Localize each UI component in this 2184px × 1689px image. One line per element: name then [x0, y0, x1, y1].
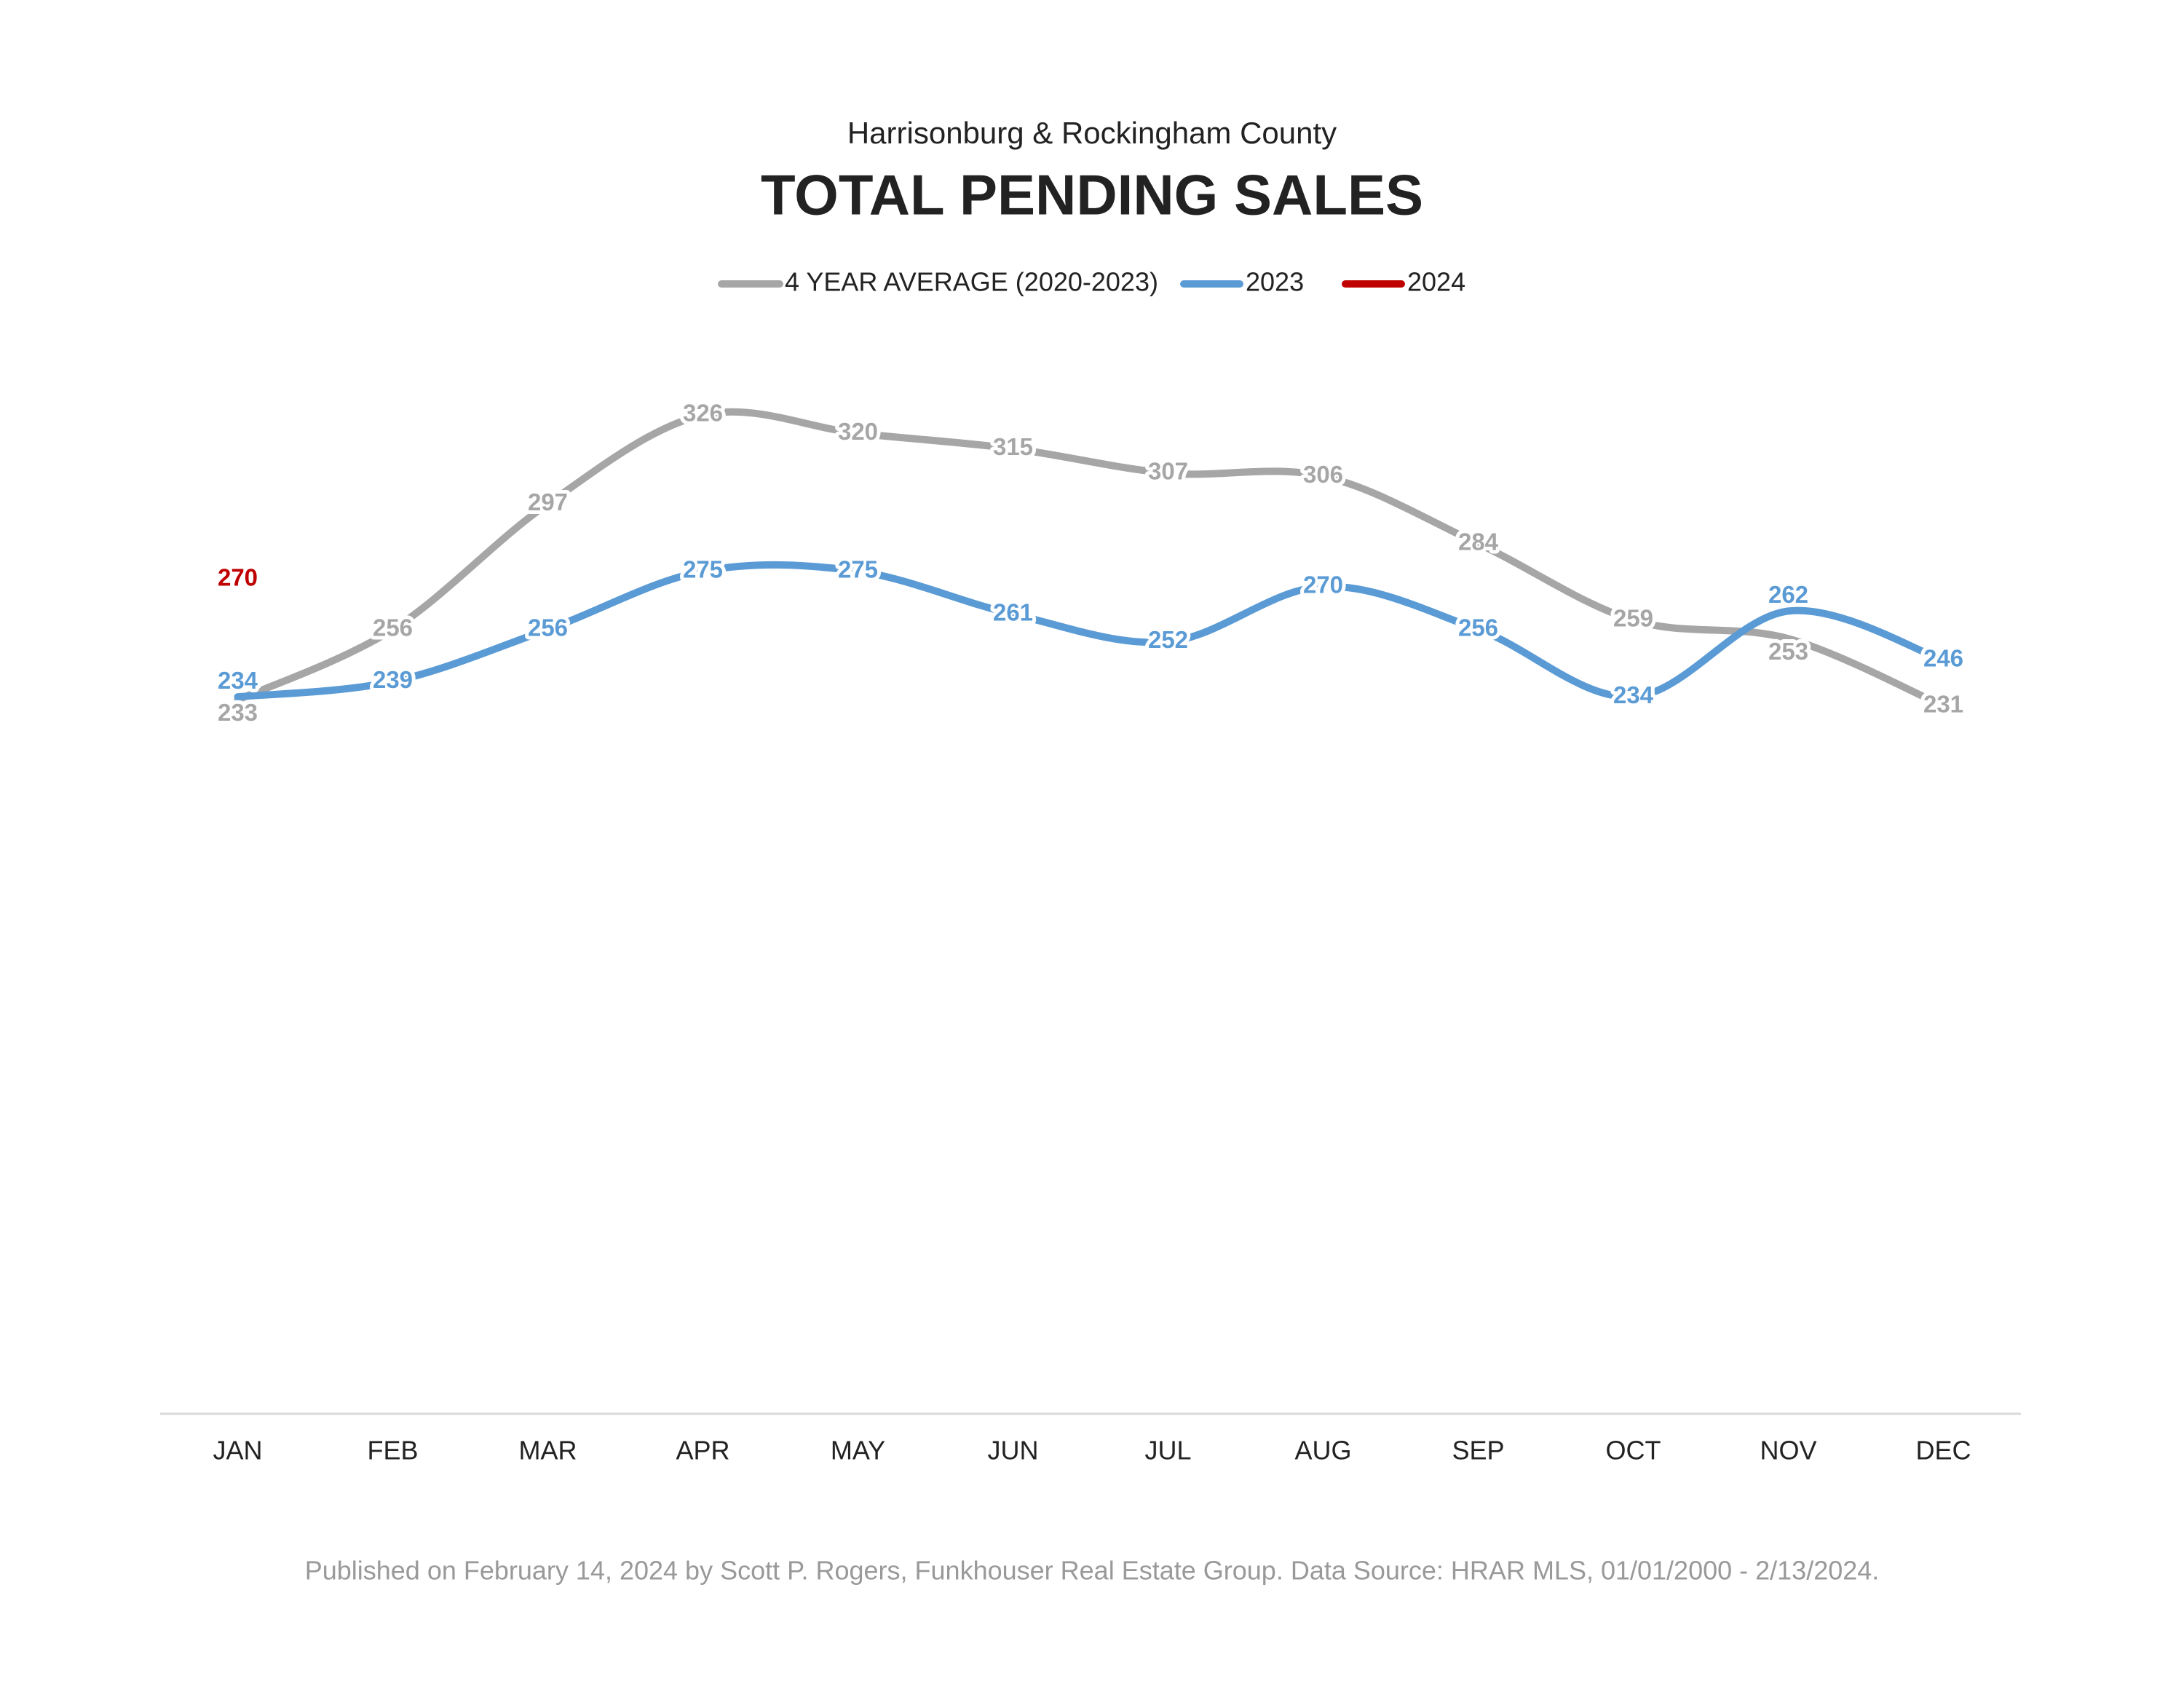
footnote: Published on February 14, 2024 by Scott …	[305, 1556, 1880, 1586]
data-label: 256	[1458, 614, 1498, 641]
data-label: 270	[1303, 571, 1343, 598]
x-tick-label: OCT	[1606, 1436, 1661, 1465]
data-label: 306	[1303, 461, 1343, 488]
legend-label: 4 YEAR AVERAGE (2020-2023)	[785, 267, 1158, 297]
chart-title: TOTAL PENDING SALES	[761, 163, 1423, 227]
data-label: 261	[993, 598, 1033, 625]
series-line	[234, 408, 1947, 710]
chart-subtitle: Harrisonburg & Rockingham County	[847, 116, 1337, 150]
legend-label: 2023	[1246, 267, 1304, 297]
legend-label: 2024	[1407, 267, 1465, 297]
data-label: 275	[838, 555, 878, 582]
data-label: 239	[373, 666, 413, 693]
x-tick-label: APR	[676, 1436, 729, 1465]
data-label: 307	[1148, 458, 1188, 485]
data-label: 320	[838, 418, 878, 445]
x-tick-label: FEB	[367, 1436, 418, 1465]
x-tick-label: JUN	[988, 1436, 1039, 1465]
data-label: 259	[1613, 605, 1653, 632]
x-tick-label: AUG	[1294, 1436, 1351, 1465]
data-label: 315	[993, 433, 1033, 460]
data-label: 275	[683, 555, 723, 582]
data-label: 234	[218, 667, 258, 694]
x-tick-label: MAR	[519, 1436, 577, 1465]
data-label: 231	[1923, 691, 1963, 718]
x-tick-label: MAY	[831, 1436, 885, 1465]
data-label: 256	[528, 614, 568, 641]
series-line	[234, 561, 1947, 701]
data-label: 262	[1768, 581, 1808, 608]
data-label: 246	[1923, 644, 1963, 671]
x-tick-label: DEC	[1915, 1436, 1971, 1465]
data-label: 297	[528, 488, 568, 515]
data-label: 234	[1613, 681, 1654, 708]
data-label: 284	[1458, 528, 1499, 555]
x-tick-label: NOV	[1760, 1436, 1816, 1465]
x-tick-label: JUL	[1144, 1436, 1191, 1465]
data-label: 233	[218, 699, 258, 726]
x-tick-label: JAN	[213, 1436, 262, 1465]
data-label: 252	[1148, 626, 1188, 653]
data-label: 256	[373, 614, 413, 641]
data-label: 326	[683, 400, 723, 427]
data-label: 270	[218, 563, 258, 590]
x-tick-label: SEP	[1452, 1436, 1504, 1465]
data-label: 253	[1768, 638, 1808, 665]
